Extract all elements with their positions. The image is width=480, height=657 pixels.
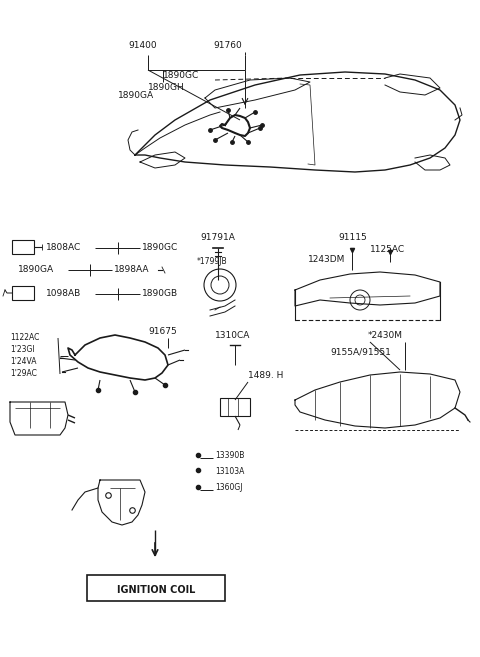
Text: 91791A: 91791A [200, 233, 235, 242]
Text: 1'29AC: 1'29AC [10, 369, 37, 378]
Text: 1125AC: 1125AC [370, 246, 405, 254]
Text: 13103A: 13103A [215, 468, 244, 476]
Text: 1890GA: 1890GA [118, 91, 154, 101]
Text: 91115: 91115 [338, 233, 367, 242]
Text: 91760: 91760 [213, 41, 242, 49]
Text: 1808AC: 1808AC [46, 244, 81, 252]
Text: 1098AB: 1098AB [46, 290, 81, 298]
Text: 1890GC: 1890GC [142, 244, 178, 252]
Text: 1310CA: 1310CA [215, 330, 251, 340]
Bar [12, 240, 34, 254]
Text: 1'23GI: 1'23GI [10, 346, 35, 355]
Text: 1360GJ: 1360GJ [215, 484, 242, 493]
Text: *1799JB: *1799JB [197, 258, 228, 267]
Text: 13390B: 13390B [215, 451, 244, 459]
Text: *2430M: *2430M [368, 330, 403, 340]
Text: 1489. H: 1489. H [248, 371, 283, 380]
Text: 1122AC: 1122AC [10, 334, 39, 342]
Text: 1243DM: 1243DM [308, 256, 346, 265]
Text: 1898AA: 1898AA [114, 265, 149, 275]
Text: 1890GH: 1890GH [148, 83, 185, 93]
Text: 91675: 91675 [148, 327, 177, 336]
Text: 1'24VA: 1'24VA [10, 357, 36, 367]
Text: 9155A/91551: 9155A/91551 [330, 348, 391, 357]
Text: 1890GB: 1890GB [142, 290, 178, 298]
Text: 91400: 91400 [128, 41, 156, 49]
Text: IGNITION COIL: IGNITION COIL [117, 585, 195, 595]
Text: 1890GA: 1890GA [18, 265, 54, 275]
Bar [220, 398, 250, 416]
Text: 1890GC: 1890GC [163, 70, 199, 79]
Bar [12, 286, 34, 300]
